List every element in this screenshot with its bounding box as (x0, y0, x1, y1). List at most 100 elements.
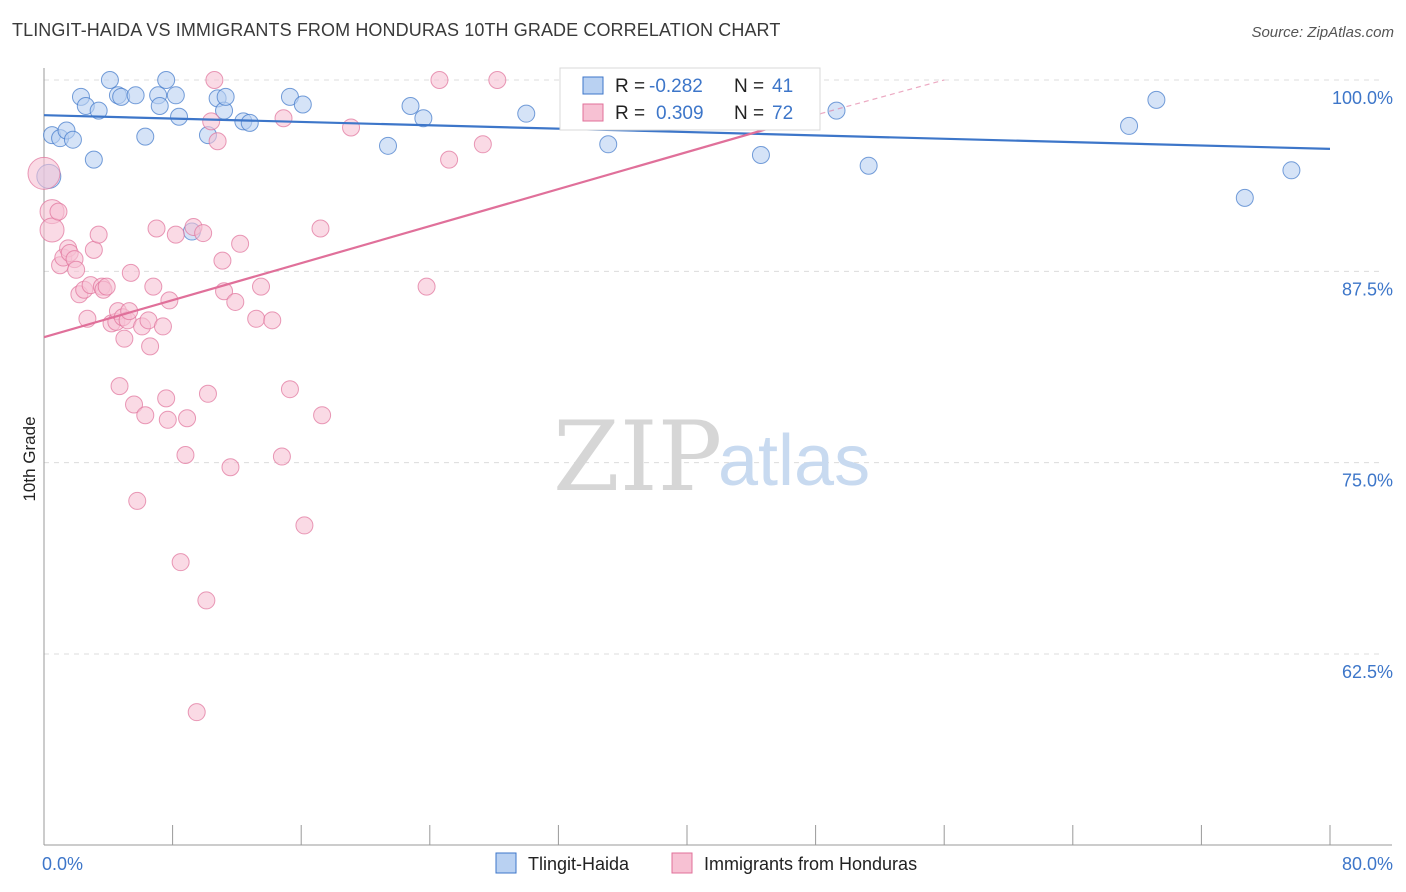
x-tick-label: 80.0% (1342, 854, 1393, 874)
honduras-point (417, 277, 436, 296)
tlingit-haida-point (166, 86, 185, 105)
honduras-point (153, 317, 172, 336)
honduras-point (226, 292, 245, 311)
honduras-point (194, 224, 213, 243)
legend-r-value-1: -0.282 (649, 76, 703, 97)
tlingit-haida-point (100, 71, 119, 89)
honduras-point (208, 132, 227, 151)
legend-swatch-blue (582, 76, 604, 95)
y-tick-label: 100.0% (1332, 88, 1393, 108)
honduras-point (97, 277, 116, 296)
honduras-point (274, 109, 293, 128)
stats-legend: R = -0.282 N = 41 R = 0.309 N = 72 (559, 67, 821, 131)
legend-r-value-2: 0.309 (656, 103, 704, 124)
honduras-point (252, 277, 271, 296)
honduras-point (158, 410, 177, 429)
trend-lines (43, 79, 1331, 339)
y-tick-label: 62.5% (1342, 662, 1393, 682)
honduras-point (311, 219, 330, 238)
honduras-point (49, 202, 68, 221)
honduras-point (488, 71, 507, 89)
honduras-point (247, 309, 266, 328)
honduras-point (178, 409, 197, 428)
tlingit-haida-point (414, 109, 433, 128)
legend-r-label-1: R = (615, 76, 645, 97)
y-axis-label: 10th Grade (20, 416, 39, 501)
axes (43, 68, 1392, 846)
honduras-point (231, 234, 250, 253)
watermark-atlas: atlas (718, 421, 870, 501)
honduras-point (89, 225, 108, 244)
honduras-point (205, 71, 224, 89)
series-legend-swatch-2 (671, 852, 693, 874)
honduras-point (141, 337, 160, 356)
honduras-trend-line (43, 112, 821, 339)
honduras-point (147, 219, 166, 238)
y-tick-label: 87.5% (1342, 279, 1393, 299)
honduras-point (197, 591, 216, 610)
honduras-point (440, 150, 459, 169)
tlingit-haida-point (517, 104, 536, 123)
honduras-point (187, 703, 206, 722)
grid-lines (44, 79, 1380, 655)
series-legend-label-1: Tlingit-Haida (528, 854, 630, 874)
tlingit-haida-point (1235, 188, 1254, 207)
legend-swatch-pink (582, 103, 604, 122)
tlingit-haida-point (859, 156, 878, 175)
honduras-point (313, 406, 332, 425)
tlingit-haida-point (751, 146, 770, 165)
honduras-point (430, 71, 449, 89)
watermark: ZIP atlas (553, 401, 870, 513)
series-legend: Tlingit-Haida Immigrants from Honduras (495, 852, 917, 874)
honduras-point (342, 118, 361, 137)
honduras-point (263, 311, 282, 330)
tlingit-haida-point (240, 113, 259, 132)
legend-r-label-2: R = (615, 103, 645, 124)
honduras-point (272, 447, 291, 466)
honduras-point (67, 260, 86, 279)
honduras-point (115, 329, 134, 348)
tlingit-haida-point (379, 136, 398, 155)
y-tick-label: 75.0% (1342, 471, 1393, 491)
chart-title: TLINGIT-HAIDA VS IMMIGRANTS FROM HONDURA… (12, 20, 781, 40)
legend-n-value-1: 41 (772, 76, 793, 97)
honduras-point (171, 553, 190, 572)
tlingit-haida-point (84, 150, 103, 169)
honduras-trend-extension (820, 79, 945, 115)
tlingit-haida-point (1282, 161, 1301, 180)
honduras-point (202, 112, 221, 131)
tlingit-haida-point (150, 97, 169, 116)
honduras-point (176, 446, 195, 465)
honduras-point (221, 458, 240, 477)
tlingit-haida-point (136, 127, 155, 146)
series-legend-label-2: Immigrants from Honduras (704, 854, 917, 874)
honduras-point (84, 240, 103, 259)
honduras-point (128, 491, 147, 510)
legend-n-value-2: 72 (772, 103, 793, 124)
tlingit-haida-point (1120, 116, 1139, 135)
series-legend-swatch-1 (495, 852, 517, 874)
tlingit-haida-point (216, 87, 235, 106)
legend-n-label-2: N = (734, 103, 764, 124)
honduras-point (110, 377, 129, 396)
tlingit-haida-point (293, 95, 312, 114)
x-tick-labels: 0.0% 80.0% (42, 854, 1393, 874)
honduras-point (136, 406, 155, 425)
honduras-point (27, 156, 61, 190)
honduras-point (39, 217, 65, 243)
x-tick-label: 0.0% (42, 854, 83, 874)
tlingit-haida-point (599, 135, 618, 154)
source-label: Source: ZipAtlas.com (1251, 24, 1394, 41)
watermark-zip: ZIP (553, 401, 722, 513)
tlingit-haida-point (827, 101, 846, 120)
honduras-point (144, 277, 163, 296)
honduras-point (213, 251, 232, 270)
tlingit-haida-trend-line (43, 114, 1331, 150)
tlingit-haida-point (157, 71, 176, 89)
tlingit-haida-point (89, 101, 108, 120)
legend-n-label-1: N = (734, 76, 764, 97)
honduras-point (121, 263, 140, 282)
honduras-point (473, 135, 492, 154)
tlingit-haida-point (63, 130, 82, 149)
tlingit-haida-point (401, 97, 420, 116)
